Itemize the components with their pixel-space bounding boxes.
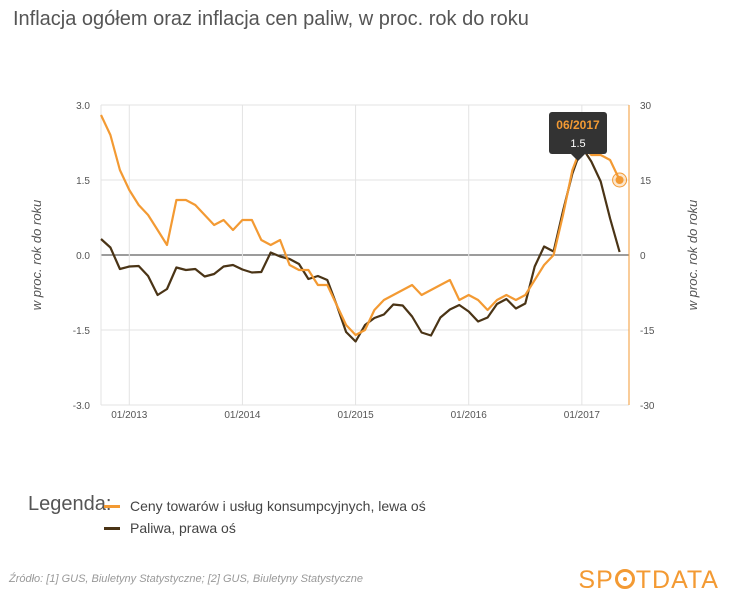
series-line-cpi xyxy=(100,114,621,337)
right-tick-label: 15 xyxy=(640,176,652,187)
highlight-point xyxy=(615,176,624,184)
legend-swatch-fuel xyxy=(104,526,120,530)
brand-text-start: SP xyxy=(578,566,614,594)
x-tick-label: 01/2016 xyxy=(451,410,488,421)
legend-label-cpi: Ceny towarów i usług konsumpcyjnych, lew… xyxy=(130,498,426,514)
x-tick-label: 01/2013 xyxy=(111,410,148,421)
chart-plot: 3.0 30 1.5 15 0.0 0 -1.5 -15 -3.0 -30 01/2013 01/20… xyxy=(29,101,700,421)
legend-item-cpi[interactable]: Ceny towarów i usług konsumpcyjnych, lew… xyxy=(104,496,426,516)
legend-item-fuel[interactable]: Paliwa, prawa oś xyxy=(104,518,236,538)
right-tick-label: 0 xyxy=(640,251,646,262)
right-tick-label: -30 xyxy=(640,401,655,412)
tooltip-pointer xyxy=(571,154,585,161)
brand-o-icon xyxy=(614,569,635,589)
left-tick-label: 1.5 xyxy=(76,176,90,187)
left-tick-label: -1.5 xyxy=(73,326,91,337)
y-axis-title-right: w proc. rok do roku xyxy=(685,200,700,311)
y-axis-title-left: w proc. rok do roku xyxy=(29,200,44,311)
tooltip-box xyxy=(549,112,607,154)
right-tick-label: -15 xyxy=(640,326,655,337)
legend-heading: Legenda: xyxy=(28,493,112,515)
chart-title: Inflacja ogółem oraz inflacja cen paliw,… xyxy=(13,8,529,30)
source-note: Źródło: [1] GUS, Biuletyny Statystyczne;… xyxy=(9,573,363,585)
left-tick-label: 3.0 xyxy=(76,101,90,112)
legend-label-fuel: Paliwa, prawa oś xyxy=(130,520,236,536)
brand-logo: SP TDATA xyxy=(578,566,719,595)
tooltip-layer: 06/2017 1.5 xyxy=(549,112,628,188)
axis-layer: 3.0 30 1.5 15 0.0 0 -1.5 -15 -3.0 -30 01/2013 01/20… xyxy=(29,101,700,421)
series-line-fuel xyxy=(100,145,621,343)
tooltip-value: 1.5 xyxy=(570,138,585,150)
legend-swatch-cpi xyxy=(104,504,120,508)
left-tick-label: 0.0 xyxy=(76,251,90,262)
x-tick-label: 01/2014 xyxy=(224,410,261,421)
x-tick-label: 01/2015 xyxy=(337,410,374,421)
left-tick-label: -3.0 xyxy=(73,401,91,412)
brand-text-end: TDATA xyxy=(635,566,719,594)
series-layer xyxy=(100,114,621,343)
right-tick-label: 30 xyxy=(640,101,652,112)
tooltip-date: 06/2017 xyxy=(556,118,600,132)
x-tick-label: 01/2017 xyxy=(564,410,601,421)
